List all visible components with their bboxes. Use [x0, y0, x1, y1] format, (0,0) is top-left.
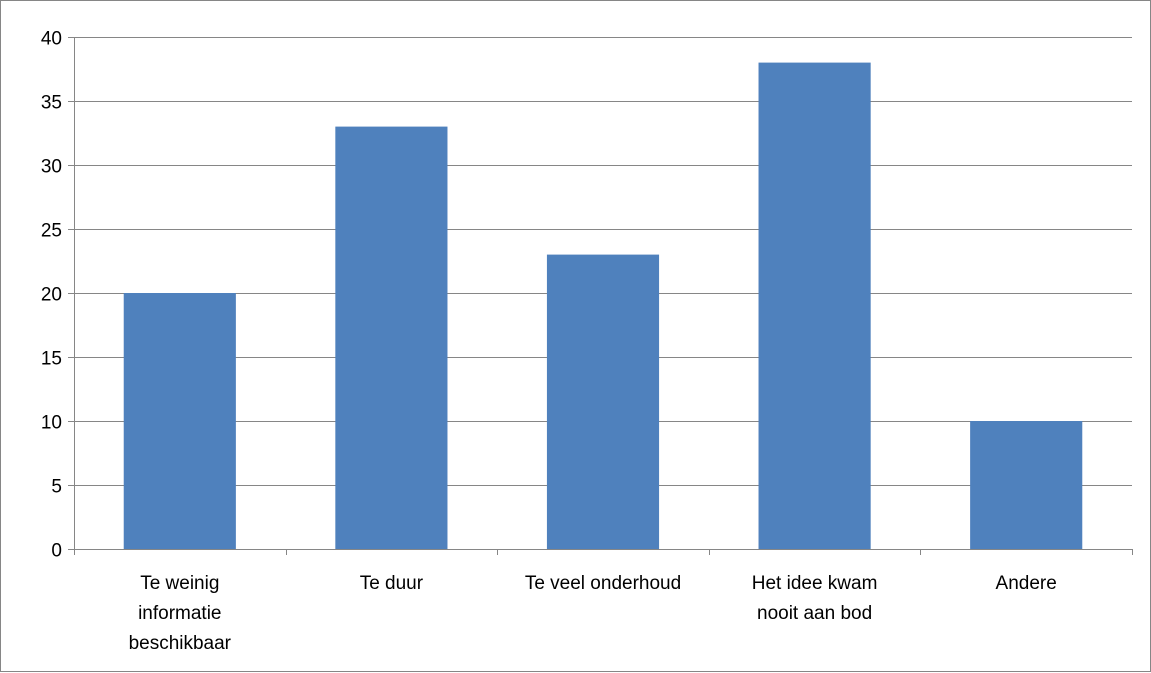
x-tick-labels: Te weinig informatie beschikbaar Te duur Te …: [129, 573, 1057, 654]
y-tick-labels: 0 5 10 15 20 25 30 35 40: [41, 29, 62, 562]
x-tick-label: Het idee kwam nooit aan bod: [752, 573, 878, 624]
x-tick-label-line: Te veel onderhoud: [525, 573, 681, 594]
x-tick-label: Te duur: [360, 573, 424, 594]
y-tick-label: 30: [41, 157, 62, 178]
x-tick-label-line: Te weinig: [140, 573, 219, 594]
bar: [123, 293, 236, 549]
y-tick-label: 10: [41, 413, 62, 434]
x-tick-label: Te weinig informatie beschikbaar: [129, 573, 232, 654]
bar: [546, 254, 660, 549]
y-tick-label: 40: [41, 29, 62, 50]
bar: [335, 126, 448, 549]
bar: [758, 62, 871, 549]
axes: [68, 37, 1133, 555]
y-tick-label: 35: [41, 93, 62, 114]
y-tick-label: 5: [51, 477, 62, 498]
bar: [970, 421, 1083, 549]
y-tick-label: 25: [41, 221, 62, 242]
bars: [123, 62, 1083, 549]
y-tick-label: 20: [41, 285, 62, 306]
x-tick-label-line: beschikbaar: [129, 633, 232, 654]
y-tick-label: 15: [41, 349, 62, 370]
x-tick-label: Andere: [996, 573, 1057, 594]
x-tick-label-line: nooit aan bod: [757, 603, 872, 624]
y-tick-label: 0: [51, 541, 62, 562]
x-tick-label-line: Andere: [996, 573, 1057, 594]
x-tick-label: Te veel onderhoud: [525, 573, 681, 594]
x-tick-label-line: informatie: [138, 603, 221, 624]
x-tick-label-line: Het idee kwam: [752, 573, 878, 594]
x-tick-label-line: Te duur: [360, 573, 424, 594]
